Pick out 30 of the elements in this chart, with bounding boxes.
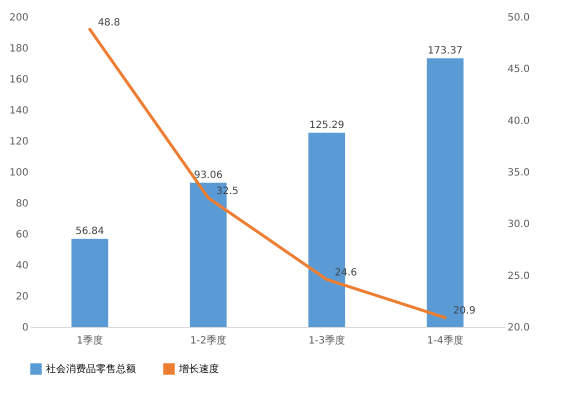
x-tick-label: 1季度 xyxy=(76,334,104,346)
data-label: 48.8 xyxy=(98,17,120,28)
y-tick-label: 60 xyxy=(16,230,28,240)
data-label: 125.29 xyxy=(309,120,344,131)
y-tick-label: 200 xyxy=(9,12,28,24)
y-tick-label: 180 xyxy=(9,44,28,54)
data-label: 56.84 xyxy=(76,226,104,237)
y2-tick-label: 40.0 xyxy=(508,116,530,127)
legend-label: 社会消费品零售总额 xyxy=(46,363,136,375)
x-tick-label: 1-4季度 xyxy=(427,334,464,346)
y-tick-label: 120 xyxy=(9,136,28,148)
bar xyxy=(71,238,108,327)
y2-tick-label: 35.0 xyxy=(508,168,530,178)
y2-tick-label: 30.0 xyxy=(508,219,530,230)
y-tick-label: 0 xyxy=(22,322,28,334)
data-label: 173.37 xyxy=(428,45,463,56)
y-tick-label: 140 xyxy=(9,106,28,116)
y-tick-label: 40 xyxy=(16,260,28,272)
y-tick-label: 160 xyxy=(9,74,28,86)
y2-tick-label: 45.0 xyxy=(508,64,530,76)
y2-tick-label: 25.0 xyxy=(508,270,530,282)
legend-label: 增长速度 xyxy=(178,363,219,375)
x-tick-label: 1-3季度 xyxy=(308,334,345,346)
y2-tick-label: 50.0 xyxy=(508,12,530,24)
y2-tick-label: 20.0 xyxy=(508,322,530,334)
y-tick-label: 100 xyxy=(9,168,28,178)
x-tick-label: 1-2季度 xyxy=(190,334,226,346)
y-tick-label: 80 xyxy=(16,198,28,210)
data-label: 93.06 xyxy=(194,170,223,181)
y-tick-label: 20 xyxy=(16,292,28,302)
